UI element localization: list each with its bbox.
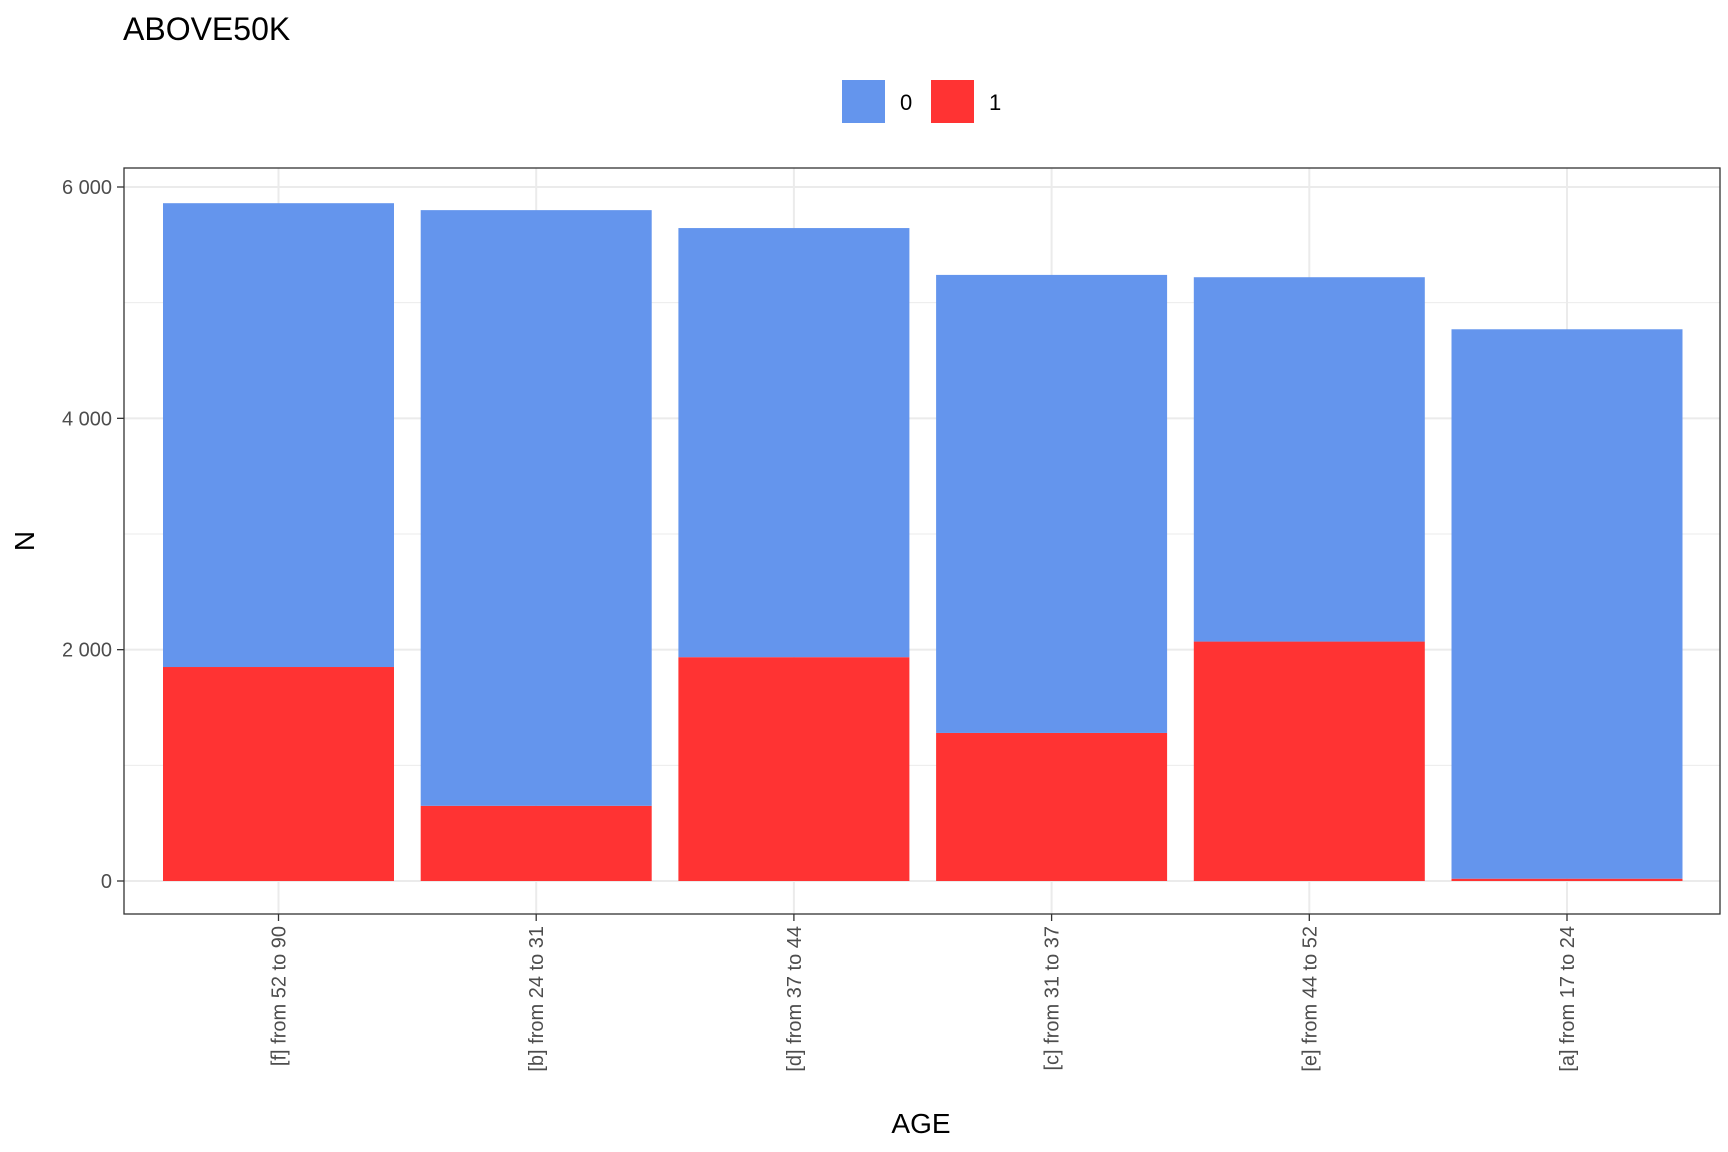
bar-0-2	[678, 228, 910, 658]
bar-1-1	[420, 805, 652, 881]
bar-0-0	[163, 203, 394, 668]
y-tick-label: 2 000	[62, 640, 112, 662]
bar-1-5	[1451, 878, 1683, 881]
bars	[163, 203, 1683, 881]
bar-0-5	[1451, 329, 1683, 879]
x-tick-label: [b] from 24 to 31	[526, 926, 548, 1072]
chart-title: ABOVE50K	[123, 11, 290, 47]
panel-border	[123, 167, 1721, 915]
y-axis-title: N	[9, 531, 40, 551]
legend-key-1	[931, 80, 974, 123]
x-tick-label: [c] from 31 to 37	[1042, 926, 1064, 1071]
legend-label-1: 1	[989, 90, 1001, 115]
x-tick-label: [a] from 17 to 24	[1557, 926, 1579, 1072]
x-tick-label: [d] from 37 to 44	[784, 926, 806, 1072]
bar-0-1	[420, 210, 652, 806]
y-tick-label: 4 000	[62, 408, 112, 430]
bar-1-4	[1193, 641, 1425, 881]
x-axis: [f] from 52 to 90 [b] from 24 to 31 [d] fr…	[269, 914, 1579, 1072]
legend-label-0: 0	[900, 90, 912, 115]
x-tick-label: [f] from 52 to 90	[269, 926, 291, 1066]
x-tick-label: [e] from 44 to 52	[1299, 926, 1321, 1072]
bar-1-2	[678, 657, 910, 881]
y-tick-label: 0	[101, 871, 112, 893]
x-axis-title: AGE	[891, 1108, 950, 1139]
bar-0-4	[1193, 277, 1425, 642]
bar-0-3	[936, 274, 1168, 733]
y-axis: 0 2 000 4 000 6 000	[62, 177, 124, 893]
legend-key-0	[842, 80, 885, 123]
bar-1-0	[163, 667, 394, 881]
bar-1-3	[936, 732, 1168, 881]
y-tick-label: 6 000	[62, 177, 112, 199]
plot-panel	[123, 167, 1721, 915]
